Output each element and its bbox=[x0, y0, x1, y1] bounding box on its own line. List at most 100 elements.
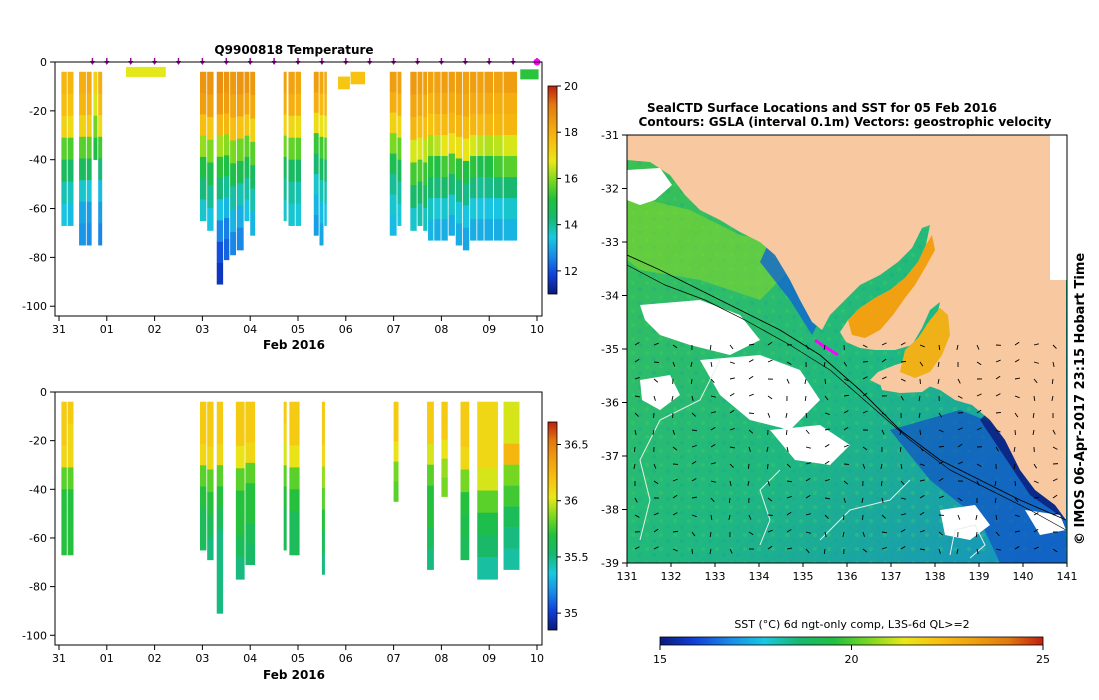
temperature-profile-cell bbox=[448, 71, 455, 93]
velocity-vector bbox=[691, 429, 698, 432]
temperature-profile-cell bbox=[216, 156, 224, 179]
salinity-profile-cell bbox=[216, 549, 224, 572]
temperature-profile-cell bbox=[455, 71, 463, 94]
velocity-vector bbox=[919, 495, 925, 499]
salinity-profile-cell bbox=[503, 527, 520, 549]
temperature-profile-cell bbox=[200, 135, 207, 158]
temperature-profile-cell bbox=[295, 181, 302, 204]
gsla-contour-2 bbox=[759, 469, 781, 546]
velocity-vector bbox=[672, 494, 678, 499]
temperature-profile-cell bbox=[295, 203, 302, 226]
velocity-vector bbox=[691, 548, 693, 555]
temperature-profile-cell bbox=[397, 93, 402, 117]
salinity-profile-cell bbox=[427, 401, 434, 424]
salinity-profile-cell bbox=[235, 423, 245, 447]
velocity-vector bbox=[824, 444, 830, 448]
temperature-profile-cell bbox=[86, 71, 92, 94]
velocity-vector bbox=[1052, 429, 1056, 435]
temperature-profile-cell bbox=[493, 71, 503, 94]
salinity-profile-cell bbox=[477, 446, 498, 469]
velocity-vector bbox=[729, 548, 733, 554]
temperature-profile-cell bbox=[324, 181, 327, 204]
gsla-contour-3 bbox=[819, 479, 911, 541]
temperature-profile-cell bbox=[484, 219, 494, 241]
velocity-vector bbox=[633, 463, 636, 469]
velocity-vector bbox=[938, 548, 941, 554]
velocity-vector bbox=[786, 446, 789, 452]
top-colorbar-tick-label: 18 bbox=[564, 126, 578, 139]
temperature-profile-cell bbox=[493, 113, 503, 136]
temperature-profile-cell bbox=[448, 92, 455, 113]
velocity-vector bbox=[748, 429, 754, 434]
velocity-vector bbox=[938, 461, 944, 465]
velocity-vector bbox=[975, 531, 978, 538]
temperature-profile-cell bbox=[86, 136, 92, 159]
velocity-vector bbox=[956, 344, 959, 350]
velocity-vector bbox=[823, 548, 826, 555]
map-y-tick-label: -35 bbox=[601, 343, 619, 356]
velocity-vector bbox=[918, 395, 921, 401]
velocity-vector bbox=[710, 497, 715, 503]
salinity-profile-cell bbox=[283, 422, 287, 445]
salinity-profile-cell bbox=[207, 401, 214, 425]
velocity-vector bbox=[653, 361, 660, 363]
temperature-profile-cell bbox=[434, 92, 441, 115]
velocity-vector bbox=[1051, 395, 1054, 401]
salinity-profile-cell bbox=[61, 467, 67, 490]
velocity-vector bbox=[843, 480, 849, 485]
salinity-profile-cell bbox=[216, 486, 224, 508]
velocity-vector bbox=[767, 497, 773, 502]
temperature-profile-cell bbox=[79, 93, 86, 116]
temperature-profile-cell bbox=[324, 137, 327, 160]
temperature-profile-cell bbox=[61, 159, 67, 182]
temperature-profile-cell bbox=[397, 181, 402, 204]
temperature-profile-cell bbox=[493, 177, 503, 199]
salinity-profile-cell bbox=[200, 465, 207, 487]
velocity-vector bbox=[881, 376, 887, 380]
top-y-tick-label: -20 bbox=[29, 105, 47, 118]
velocity-vector bbox=[919, 548, 926, 551]
bottom-y-tick-label: -40 bbox=[29, 483, 47, 496]
temperature-profile-cell bbox=[216, 220, 224, 243]
salinity-profile-cell bbox=[235, 557, 245, 580]
velocity-vector bbox=[995, 429, 1001, 433]
temperature-profile-cell bbox=[441, 219, 448, 241]
velocity-vector bbox=[1052, 344, 1057, 349]
velocity-vector bbox=[1033, 480, 1039, 484]
salinity-profile-cell bbox=[67, 489, 74, 512]
temperature-profile-cell bbox=[223, 113, 230, 135]
velocity-vector bbox=[938, 495, 944, 499]
temperature-profile-cell bbox=[223, 197, 230, 219]
temperature-profile-cell bbox=[67, 181, 74, 204]
temperature-profile-cell bbox=[319, 136, 324, 159]
salinity-profile-cell bbox=[207, 424, 214, 448]
temperature-profile-cell bbox=[338, 76, 350, 90]
velocity-vector bbox=[691, 395, 694, 401]
temperature-profile-cell bbox=[283, 199, 287, 222]
bottom-colorbar-tick-label: 36.5 bbox=[564, 438, 589, 451]
temperature-profile-cell bbox=[61, 137, 67, 160]
velocity-vector bbox=[919, 511, 925, 516]
bottom-colorbar-tick-label: 35.5 bbox=[564, 551, 589, 564]
salinity-profile-cell bbox=[477, 401, 498, 425]
temperature-profile-cell bbox=[319, 158, 324, 181]
velocity-vector bbox=[748, 463, 750, 470]
salinity-profile-cell bbox=[289, 467, 300, 490]
temperature-profile-cell bbox=[288, 71, 295, 95]
temperature-profile-cell bbox=[434, 71, 441, 94]
temperature-profile-cell bbox=[223, 134, 230, 156]
temperature-profile-cell bbox=[470, 134, 477, 157]
temperature-profile-cell bbox=[484, 198, 494, 220]
velocity-vector bbox=[634, 429, 637, 435]
temperature-profile-cell bbox=[462, 116, 470, 139]
velocity-vector bbox=[1014, 377, 1020, 380]
velocity-vector bbox=[1052, 361, 1055, 367]
velocity-vector bbox=[729, 361, 735, 364]
temperature-profile-cell bbox=[216, 263, 224, 285]
temperature-profile-cell bbox=[319, 93, 324, 116]
velocity-vector bbox=[691, 531, 696, 537]
velocity-vector bbox=[710, 443, 716, 448]
temperature-profile-cell bbox=[389, 133, 397, 154]
map-x-tick-label: 134 bbox=[749, 570, 770, 583]
